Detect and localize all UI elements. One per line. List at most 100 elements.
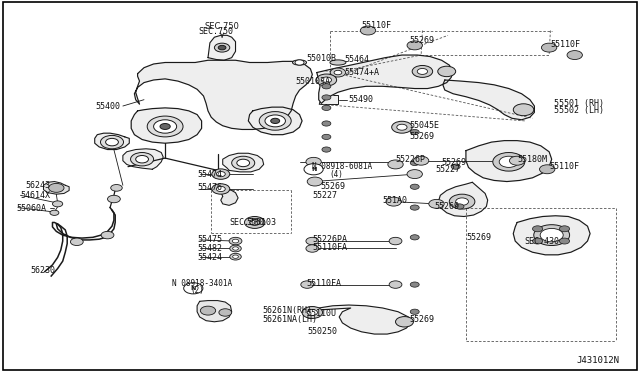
Circle shape <box>147 116 183 137</box>
Circle shape <box>200 306 216 315</box>
Text: 55490: 55490 <box>349 95 374 104</box>
Polygon shape <box>317 55 453 103</box>
Circle shape <box>407 41 422 50</box>
Text: N 08918-6081A: N 08918-6081A <box>312 162 372 171</box>
Circle shape <box>389 237 402 245</box>
Circle shape <box>410 235 419 240</box>
Circle shape <box>212 169 230 179</box>
Circle shape <box>413 156 429 165</box>
Circle shape <box>456 198 468 205</box>
Circle shape <box>541 43 557 52</box>
Text: 55269: 55269 <box>434 202 459 211</box>
Text: 55482: 55482 <box>197 244 222 253</box>
Circle shape <box>108 195 120 203</box>
Circle shape <box>101 231 114 239</box>
Circle shape <box>265 115 285 127</box>
Circle shape <box>322 121 331 126</box>
Circle shape <box>451 164 460 169</box>
Circle shape <box>397 124 407 130</box>
Text: SEC.380: SEC.380 <box>229 218 264 227</box>
Circle shape <box>410 309 419 314</box>
Circle shape <box>499 156 518 167</box>
Polygon shape <box>221 189 238 205</box>
Circle shape <box>229 237 242 245</box>
Polygon shape <box>307 305 411 334</box>
Circle shape <box>509 156 525 165</box>
Text: 55227: 55227 <box>435 165 460 174</box>
Circle shape <box>302 307 323 318</box>
Circle shape <box>321 77 332 83</box>
Circle shape <box>410 282 419 287</box>
Text: 55226P: 55226P <box>396 155 426 164</box>
Text: 56261N(RH): 56261N(RH) <box>262 306 312 315</box>
Polygon shape <box>131 108 202 143</box>
Circle shape <box>322 134 331 140</box>
Circle shape <box>306 245 319 252</box>
Text: 55110FA: 55110FA <box>306 279 341 288</box>
Circle shape <box>70 238 83 246</box>
Circle shape <box>410 205 419 210</box>
Circle shape <box>232 239 239 243</box>
Polygon shape <box>248 107 302 135</box>
Text: 55269: 55269 <box>410 36 435 45</box>
Circle shape <box>219 309 232 316</box>
Text: 55010B: 55010B <box>306 54 336 63</box>
Circle shape <box>100 135 124 149</box>
Circle shape <box>295 60 304 65</box>
Circle shape <box>216 171 225 177</box>
Circle shape <box>232 156 255 170</box>
Circle shape <box>532 226 543 232</box>
Text: 56243: 56243 <box>26 181 51 190</box>
Circle shape <box>449 194 475 209</box>
Polygon shape <box>513 216 590 255</box>
Circle shape <box>410 129 419 135</box>
Circle shape <box>412 65 433 77</box>
Circle shape <box>322 84 331 89</box>
Circle shape <box>307 177 323 186</box>
Circle shape <box>184 283 203 294</box>
Circle shape <box>429 199 444 208</box>
Circle shape <box>131 153 154 166</box>
Circle shape <box>218 45 226 50</box>
Circle shape <box>214 43 230 52</box>
Circle shape <box>386 197 401 206</box>
Circle shape <box>271 118 280 124</box>
Circle shape <box>233 255 238 259</box>
Circle shape <box>259 112 291 130</box>
Circle shape <box>559 238 570 244</box>
Circle shape <box>250 219 260 225</box>
Circle shape <box>306 157 321 166</box>
Circle shape <box>111 185 122 191</box>
Circle shape <box>233 247 238 250</box>
Text: 56230: 56230 <box>31 266 56 275</box>
Circle shape <box>396 317 413 327</box>
Circle shape <box>322 95 331 100</box>
Circle shape <box>540 228 563 242</box>
Circle shape <box>49 183 64 192</box>
Polygon shape <box>438 182 488 217</box>
Text: 55269: 55269 <box>410 315 435 324</box>
Text: 550250: 550250 <box>307 327 337 336</box>
Circle shape <box>301 281 314 288</box>
Text: 55501 (RH): 55501 (RH) <box>554 99 604 108</box>
Text: 55400: 55400 <box>95 102 120 110</box>
Circle shape <box>322 105 331 110</box>
Circle shape <box>388 160 403 169</box>
Text: 55474+A: 55474+A <box>344 68 380 77</box>
Text: 55226PA: 55226PA <box>312 235 348 244</box>
Text: 55110F: 55110F <box>362 21 392 30</box>
Text: 55464: 55464 <box>344 55 369 64</box>
Circle shape <box>316 74 337 86</box>
Text: 55110U: 55110U <box>306 309 336 318</box>
Circle shape <box>322 147 331 152</box>
Circle shape <box>392 121 412 133</box>
Text: 54614X: 54614X <box>20 191 51 200</box>
Bar <box>319 95 338 104</box>
Ellipse shape <box>292 60 307 65</box>
Text: J431012N: J431012N <box>577 356 620 365</box>
Text: SEC.750: SEC.750 <box>199 27 234 36</box>
Polygon shape <box>197 301 232 322</box>
Circle shape <box>154 120 177 133</box>
Polygon shape <box>134 60 312 129</box>
Circle shape <box>106 138 118 146</box>
